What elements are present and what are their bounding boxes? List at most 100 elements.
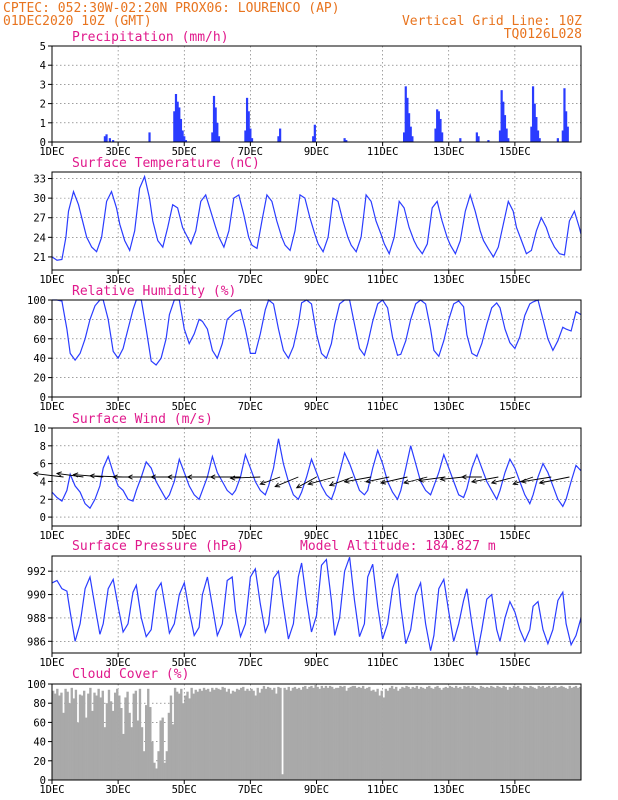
- wind-vector-arrow: [230, 476, 261, 479]
- cloud-bar: [217, 688, 220, 780]
- cloud-bar: [461, 688, 464, 780]
- wind-vector-arrow: [73, 474, 104, 478]
- wind-vector-arrow: [491, 476, 515, 484]
- cloud-bar: [405, 685, 408, 780]
- cloud-bar: [264, 688, 268, 780]
- precip-bar: [403, 132, 406, 142]
- cloud-bar: [200, 690, 204, 780]
- wind-vector-arrow: [33, 472, 64, 478]
- cloud-bar: [322, 687, 326, 780]
- cloud-bar: [242, 686, 245, 780]
- precip-bar: [407, 113, 411, 142]
- cloud-bar: [432, 688, 435, 780]
- wind-arrow-head: [439, 476, 446, 482]
- cloud-bar: [130, 727, 133, 780]
- cloud-bar: [382, 697, 385, 780]
- cloud-bar: [62, 712, 65, 780]
- wind-arrow-head: [365, 478, 372, 484]
- cloud-bar: [457, 687, 460, 780]
- wind-arrow-head: [307, 480, 314, 486]
- cloud-bar: [357, 686, 361, 780]
- cloud-bar: [91, 710, 94, 780]
- cloud-bar: [399, 688, 402, 780]
- cloud-bar: [568, 685, 571, 780]
- cloud-bar: [64, 688, 67, 780]
- y-tick-label: 992: [27, 566, 46, 578]
- precip-bar: [105, 134, 108, 142]
- x-tick-label: 15DEC: [499, 146, 531, 158]
- wind-vector-arrow: [308, 476, 335, 485]
- cloud-bar: [149, 707, 152, 780]
- cloud-bar: [244, 690, 247, 780]
- precip-bar: [563, 88, 566, 142]
- cloud-bar: [545, 686, 549, 780]
- x-tick-label: 11DEC: [367, 146, 399, 158]
- cloud-bar: [446, 687, 450, 780]
- cloud-bar: [80, 695, 84, 780]
- cloud-bar: [254, 695, 257, 780]
- cloud-bar: [120, 708, 123, 780]
- cloud-bar: [206, 688, 210, 780]
- cloud-bar: [359, 687, 363, 780]
- x-tick-label: 1DEC: [39, 274, 64, 286]
- precip-bar: [535, 117, 538, 142]
- temperature-panel: Surface Temperature (nC) 21 24 27 30 33 1DEC 3…: [33, 156, 582, 286]
- cloud-bar: [554, 685, 557, 780]
- precip-bar: [245, 97, 249, 142]
- cloud-bar: [552, 686, 555, 780]
- cloud-bar: [221, 686, 224, 780]
- cloud-bar: [109, 701, 113, 780]
- cloud-bar: [157, 751, 160, 780]
- cloud-bar: [566, 688, 569, 780]
- cloud-bar: [229, 693, 233, 780]
- y-tick-label: 4: [40, 60, 46, 72]
- y-tick-label: 60: [33, 334, 46, 346]
- cloud-bar: [136, 720, 140, 780]
- cloud-bar: [485, 686, 489, 780]
- cloud-bar: [76, 722, 80, 780]
- cloud-bar: [570, 687, 574, 780]
- cloud-bar: [173, 687, 177, 780]
- precip-bar: [536, 130, 540, 142]
- y-tick-label: 33: [33, 174, 46, 186]
- cloud-bar: [97, 688, 100, 780]
- cloud-bar: [283, 687, 286, 780]
- cloud-bar: [52, 690, 55, 780]
- x-tick-label: 15DEC: [499, 657, 531, 669]
- x-tick-label: 3DEC: [105, 274, 130, 286]
- precip-bar: [313, 124, 316, 142]
- cloud-bar: [347, 687, 350, 780]
- cloud-bar: [574, 685, 578, 780]
- x-tick-label: 5DEC: [172, 657, 197, 669]
- cloud-bar: [116, 688, 119, 780]
- cloud-bar: [140, 727, 144, 780]
- cloud-bar: [85, 717, 88, 780]
- x-tick-label: 13DEC: [433, 784, 465, 796]
- precip-bar: [503, 115, 507, 142]
- cloud-bar: [190, 687, 193, 780]
- cloud-bar: [442, 687, 445, 780]
- cloud-bar: [105, 703, 109, 780]
- cloud-bar: [306, 688, 309, 780]
- cloud-bar: [556, 687, 559, 780]
- cloud-bar: [376, 688, 379, 780]
- precip-bar: [475, 132, 478, 142]
- x-tick-label: 5DEC: [172, 530, 197, 542]
- wind-arrow-head: [520, 478, 527, 484]
- cloud-bar: [188, 698, 191, 780]
- precip-bar: [345, 140, 348, 142]
- cloud-bar: [72, 698, 76, 780]
- cloud-bar: [153, 762, 156, 780]
- cloud-bar: [401, 686, 404, 780]
- cloud-bar: [103, 727, 107, 780]
- cloud-bar: [324, 685, 328, 780]
- cloud-bar: [291, 687, 295, 780]
- cloud-bar: [78, 694, 82, 780]
- wind-arrow-head: [88, 473, 95, 479]
- y-tick-label: 986: [27, 636, 46, 648]
- x-tick-label: 15DEC: [499, 401, 531, 413]
- cloud-bar: [459, 686, 462, 780]
- cloud-bar: [213, 689, 216, 780]
- wind-arrow-head: [379, 479, 386, 485]
- cloud-bar: [250, 688, 253, 780]
